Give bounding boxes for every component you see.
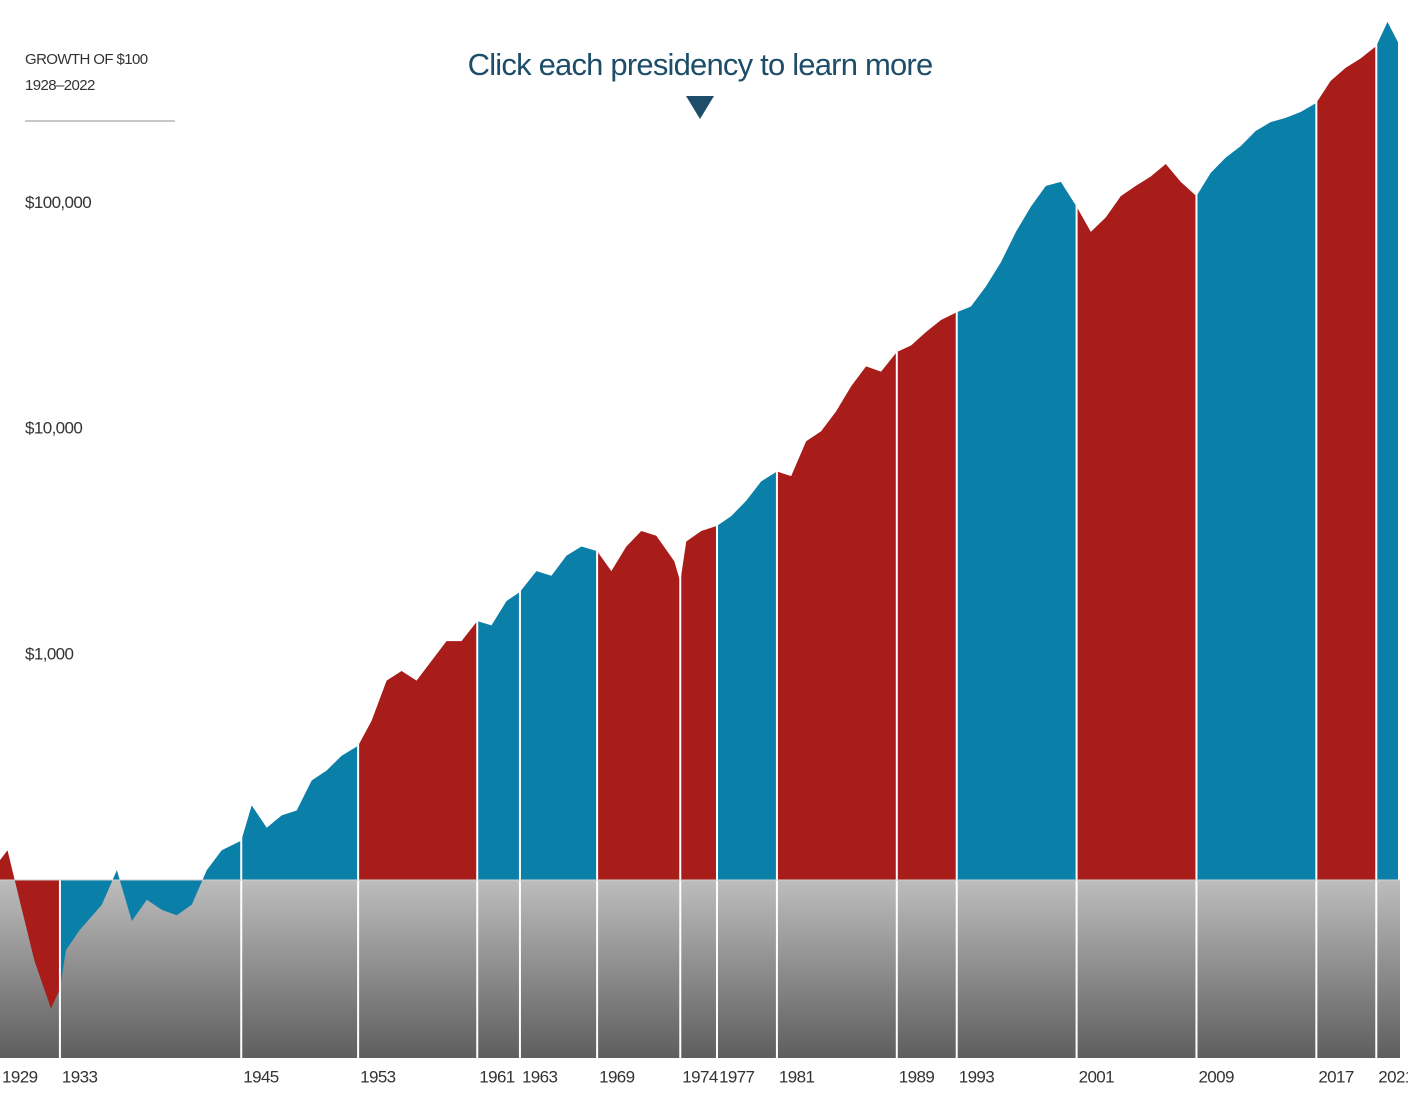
term-year-label: 1933	[62, 1067, 98, 1086]
portrait-band	[0, 880, 1400, 1058]
presidency-area[interactable]	[59, 840, 242, 989]
presidency-area[interactable]	[716, 471, 777, 880]
term-year-label: 2017	[1318, 1067, 1354, 1086]
term-year-label: 1969	[599, 1067, 635, 1086]
presidency-area[interactable]	[477, 591, 520, 880]
term-year-label: 1989	[899, 1067, 935, 1086]
term-year-label: 2021	[1378, 1067, 1408, 1086]
presidency-area[interactable]	[1376, 21, 1398, 881]
presidency-area[interactable]	[956, 181, 1077, 880]
presidency-area[interactable]	[519, 546, 598, 880]
term-year-label: 2009	[1198, 1067, 1234, 1086]
y-tick-label: $1,000	[25, 644, 74, 663]
subtitle: GROWTH OF $100	[25, 51, 148, 68]
term-year-label: 1945	[243, 1067, 279, 1086]
term-year-label: 1977	[719, 1067, 755, 1086]
presidency-area[interactable]	[1316, 46, 1377, 881]
presidency-area[interactable]	[358, 621, 478, 880]
pointer-arrow	[686, 96, 714, 119]
presidency-area[interactable]	[597, 530, 681, 880]
chart-title: Click each presidency to learn more	[468, 47, 933, 82]
subtitle: 1928–2022	[25, 77, 95, 94]
term-year-label: 1961	[479, 1067, 515, 1086]
term-year-label: 1929	[2, 1067, 38, 1086]
term-year-label: 1993	[959, 1067, 995, 1086]
term-year-label: 1974	[682, 1067, 718, 1086]
presidency-area[interactable]	[896, 312, 957, 881]
presidency-area[interactable]	[241, 745, 359, 880]
y-tick-label: $10,000	[25, 419, 82, 438]
presidency-area[interactable]	[1196, 102, 1317, 880]
term-year-label: 1981	[779, 1067, 815, 1086]
term-year-label: 2001	[1079, 1067, 1115, 1086]
y-tick-label: $100,000	[25, 193, 91, 212]
presidency-area[interactable]	[0, 850, 60, 1009]
presidency-area[interactable]	[776, 352, 897, 880]
term-year-label: 1953	[360, 1067, 396, 1086]
presidency-area[interactable]	[680, 525, 717, 880]
presidency-area[interactable]	[1076, 163, 1197, 881]
term-year-label: 1963	[522, 1067, 558, 1086]
